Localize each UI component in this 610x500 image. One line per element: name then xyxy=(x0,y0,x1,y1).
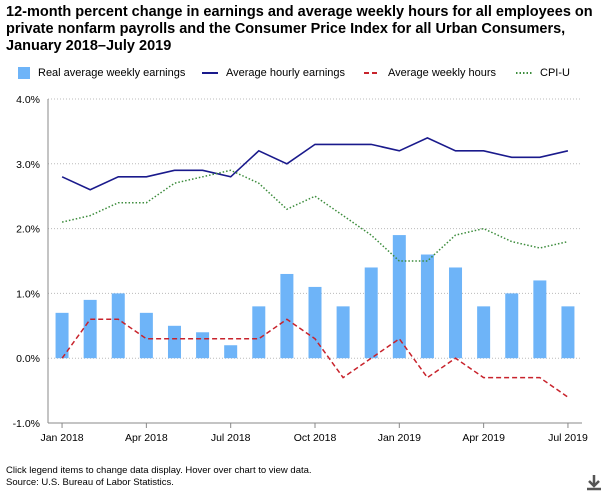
legend-label: CPI-U xyxy=(540,67,570,79)
bar-real-average-weekly-earnings[interactable] xyxy=(111,293,125,359)
legend-item-average-weekly-hours[interactable]: Average weekly hours xyxy=(364,64,496,82)
bar-real-average-weekly-earnings[interactable] xyxy=(561,306,575,359)
x-tick-label: Jan 2019 xyxy=(378,432,421,444)
legend-label: Real average weekly earnings xyxy=(38,67,186,79)
y-tick-label: 3.0% xyxy=(16,159,40,171)
bar-real-average-weekly-earnings[interactable] xyxy=(477,306,491,359)
legend: Real average weekly earnings Average hou… xyxy=(18,64,608,84)
legend-swatch-dotted-line xyxy=(516,67,532,79)
legend-item-average-hourly-earnings[interactable]: Average hourly earnings xyxy=(202,64,345,82)
legend-swatch-dashed-line xyxy=(364,67,380,79)
footer-source: Source: U.S. Bureau of Labor Statistics. xyxy=(6,477,174,488)
line-average-weekly-hours[interactable] xyxy=(61,318,569,398)
bar-real-average-weekly-earnings[interactable] xyxy=(139,312,153,359)
legend-label: Average weekly hours xyxy=(388,67,497,79)
legend-item-real-average-weekly-earnings[interactable]: Real average weekly earnings xyxy=(18,64,185,82)
bar-real-average-weekly-earnings[interactable] xyxy=(505,293,519,359)
bar-real-average-weekly-earnings[interactable] xyxy=(280,273,294,359)
legend-swatch-solid-line xyxy=(202,67,218,79)
x-tick-label: Jul 2019 xyxy=(548,432,588,444)
x-tick-label: Oct 2018 xyxy=(294,432,337,444)
y-tick-label: 2.0% xyxy=(16,224,40,236)
bar-real-average-weekly-earnings[interactable] xyxy=(83,299,97,359)
x-tick-label: Jan 2018 xyxy=(40,432,83,444)
legend-swatch-bar xyxy=(18,67,30,79)
bar-real-average-weekly-earnings[interactable] xyxy=(364,267,378,359)
download-icon[interactable] xyxy=(584,472,604,492)
bar-real-average-weekly-earnings[interactable] xyxy=(420,254,434,359)
chart-title: 12-month percent change in earnings and … xyxy=(6,4,593,54)
bar-real-average-weekly-earnings[interactable] xyxy=(224,345,238,359)
bar-real-average-weekly-earnings[interactable] xyxy=(392,235,406,359)
x-tick-label: Apr 2018 xyxy=(125,432,168,444)
legend-item-cpi-u[interactable]: CPI-U xyxy=(516,64,570,82)
y-tick-label: 0.0% xyxy=(16,353,40,365)
bar-real-average-weekly-earnings[interactable] xyxy=(308,286,322,359)
y-tick-label: -1.0% xyxy=(13,418,40,430)
y-tick-label: 4.0% xyxy=(16,94,40,106)
footer-instructions: Click legend items to change data displa… xyxy=(6,465,312,476)
bar-real-average-weekly-earnings[interactable] xyxy=(336,306,350,359)
legend-label: Average hourly earnings xyxy=(226,67,346,79)
footer: Click legend items to change data displa… xyxy=(6,465,312,489)
bar-real-average-weekly-earnings[interactable] xyxy=(167,325,181,359)
bar-real-average-weekly-earnings[interactable] xyxy=(55,312,69,359)
x-tick-label: Jul 2018 xyxy=(211,432,251,444)
y-tick-label: 1.0% xyxy=(16,288,40,300)
line-cpi-u[interactable] xyxy=(61,169,569,262)
line-average-hourly-earnings[interactable] xyxy=(61,137,569,191)
x-tick-label: Apr 2019 xyxy=(462,432,505,444)
bar-real-average-weekly-earnings[interactable] xyxy=(252,306,266,359)
bar-real-average-weekly-earnings[interactable] xyxy=(533,280,547,359)
bar-real-average-weekly-earnings[interactable] xyxy=(449,267,463,359)
bar-real-average-weekly-earnings[interactable] xyxy=(196,332,210,359)
